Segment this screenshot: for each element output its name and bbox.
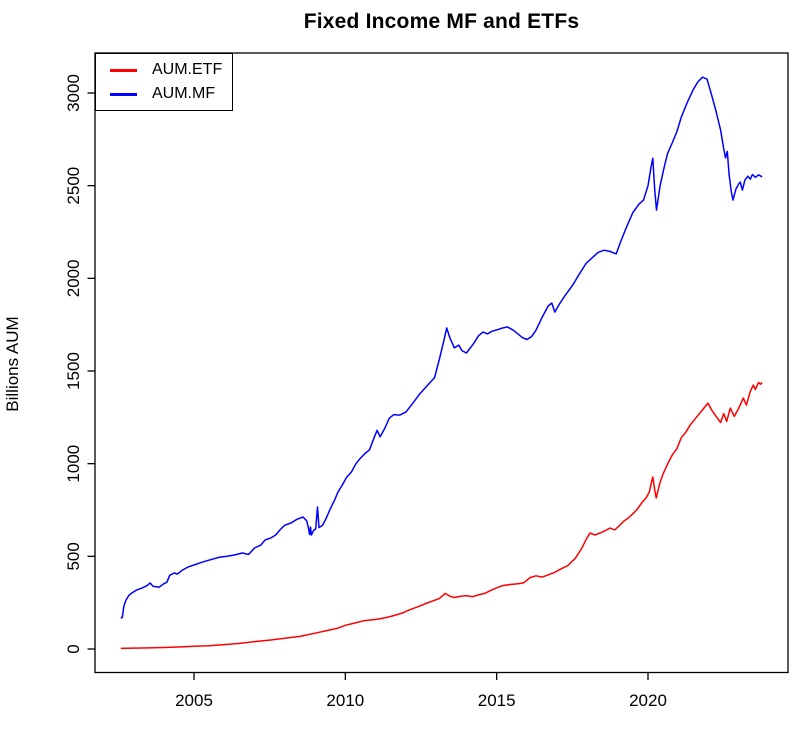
plot-border xyxy=(94,52,789,674)
x-tick-label: 2020 xyxy=(629,691,667,710)
y-tick-label: 500 xyxy=(64,542,83,570)
y-tick-label: 2500 xyxy=(64,167,83,205)
mf-line-swatch xyxy=(110,92,137,96)
legend-label-mf: AUM.MF xyxy=(152,85,216,102)
x-tick-label: 2010 xyxy=(326,691,364,710)
legend: AUM.ETF AUM.MF xyxy=(95,53,233,111)
series-line-aum-etf xyxy=(120,381,763,650)
y-tick-label: 0 xyxy=(64,644,83,653)
legend-label-etf: AUM.ETF xyxy=(152,61,223,78)
chart-title: Fixed Income MF and ETFs xyxy=(303,10,580,33)
etf-line-swatch xyxy=(110,68,137,72)
y-tick-label: 3000 xyxy=(64,74,83,112)
x-tick-label: 2005 xyxy=(175,691,213,710)
y-tick-label: 2000 xyxy=(64,259,83,297)
series-line-aum-mf xyxy=(120,76,763,619)
y-tick-label: 1000 xyxy=(64,445,83,483)
y-tick-label: 1500 xyxy=(64,352,83,390)
legend-entry-etf: AUM.ETF xyxy=(96,61,232,79)
legend-entry-mf: AUM.MF xyxy=(96,85,232,103)
x-tick-label: 2015 xyxy=(478,691,516,710)
